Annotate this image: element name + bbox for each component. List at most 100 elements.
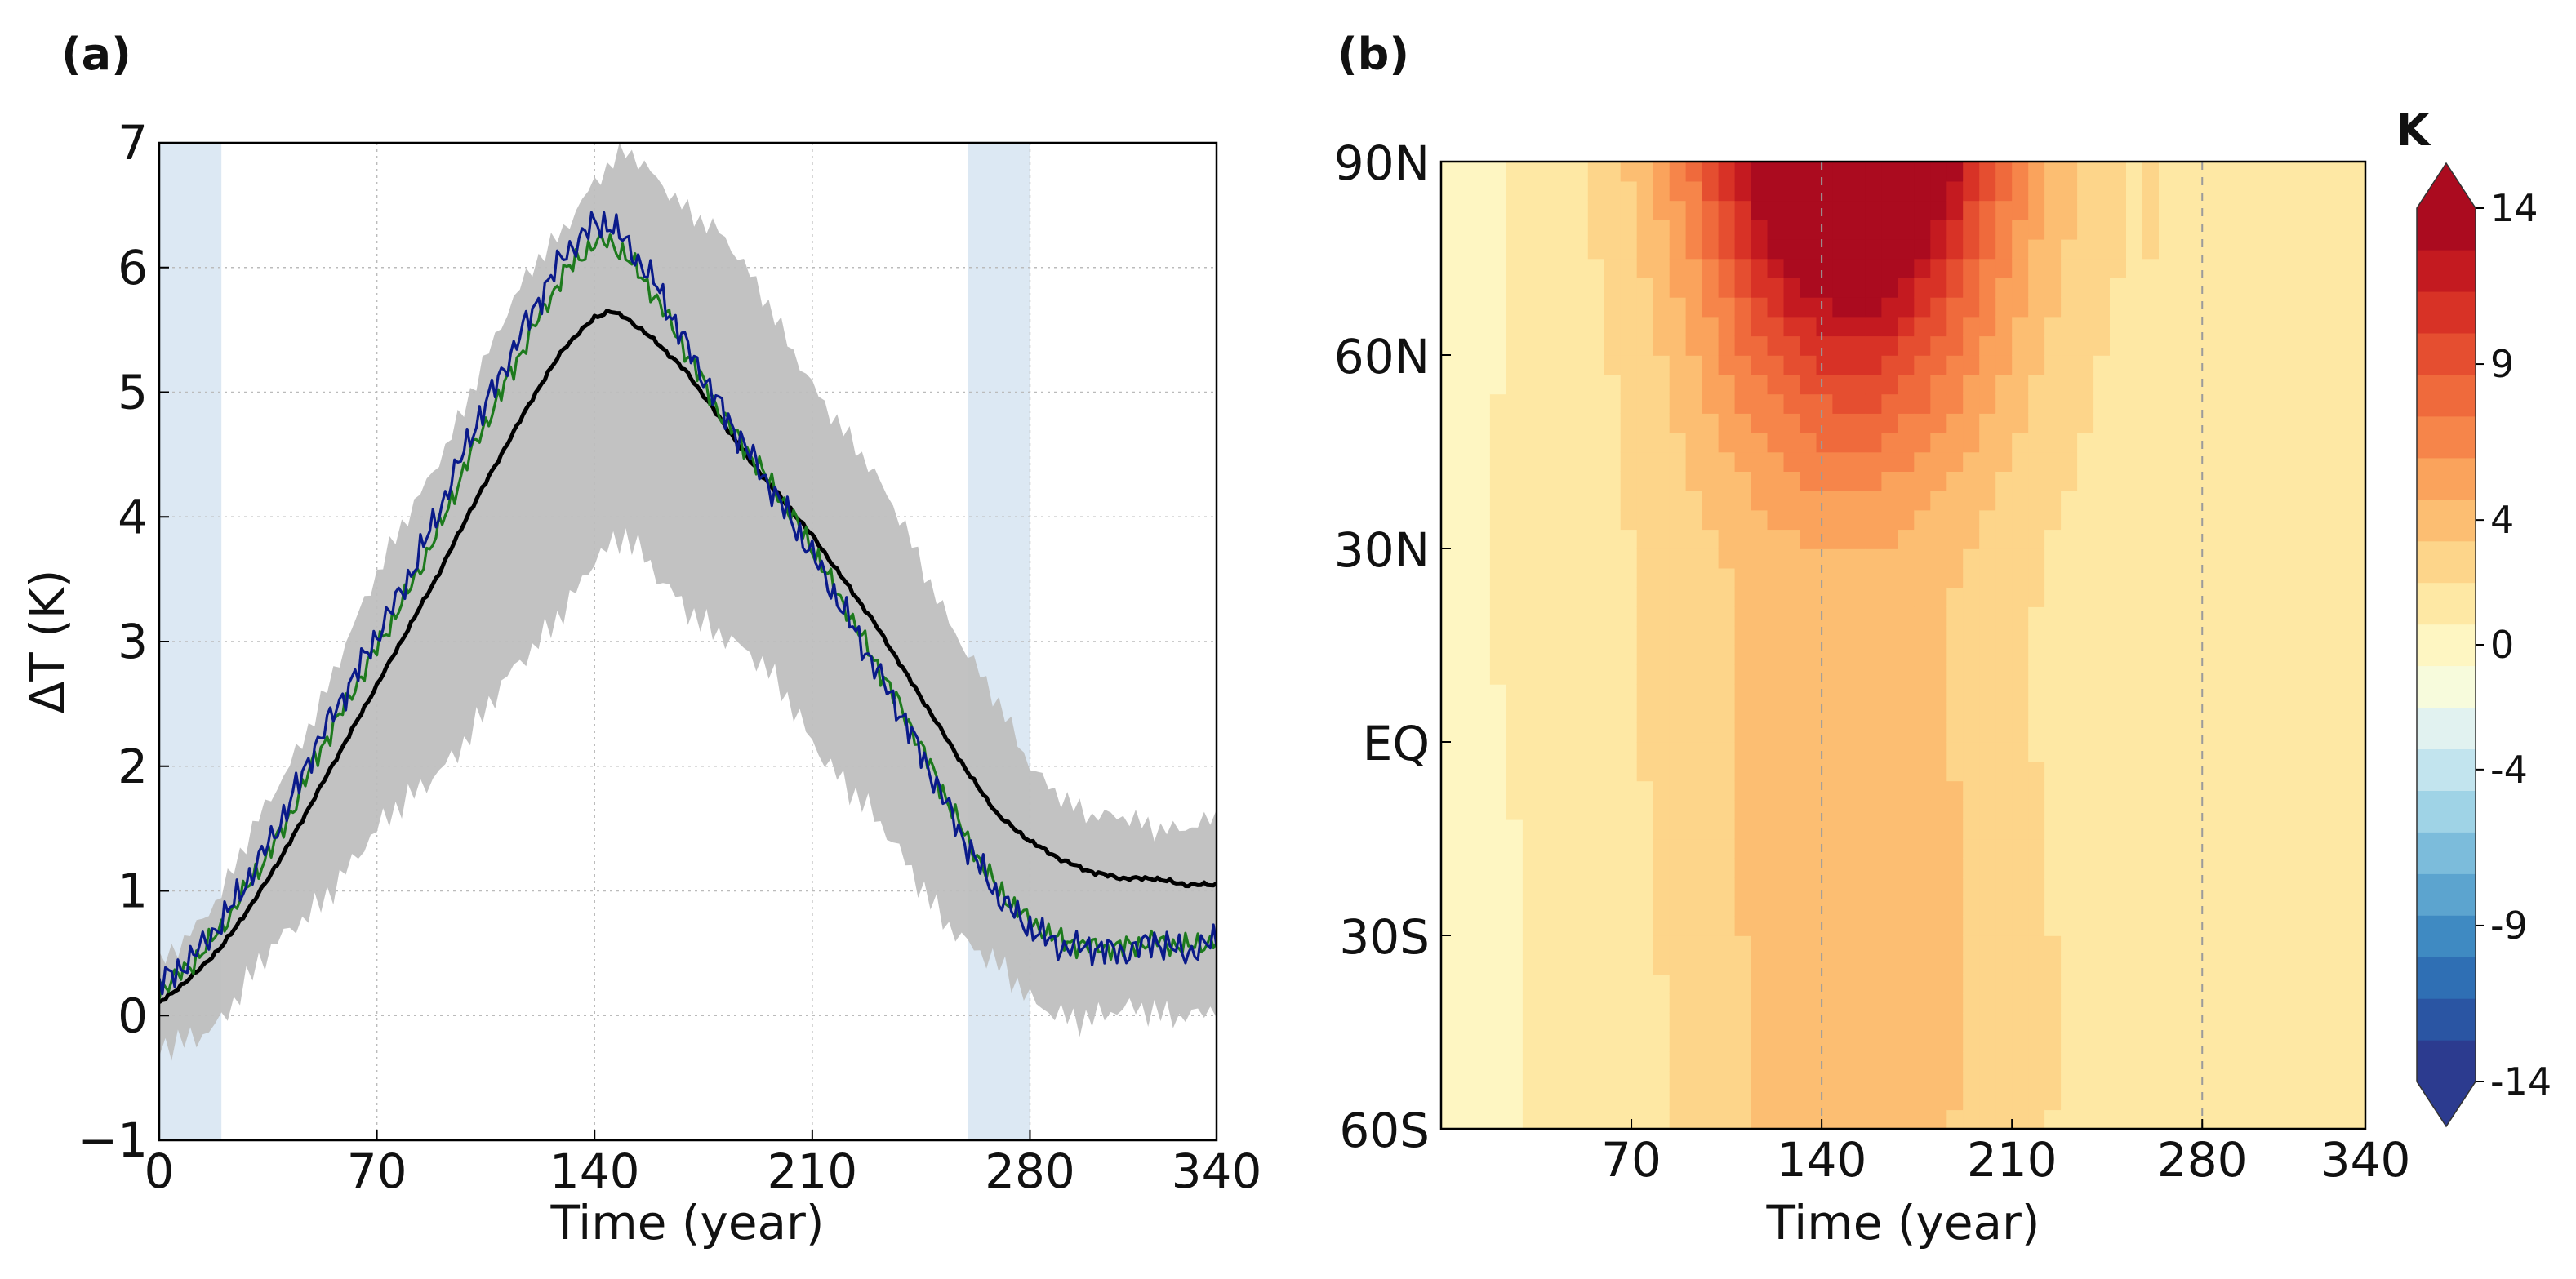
- heatmap-cell: [2061, 296, 2078, 318]
- heatmap-cell: [2077, 896, 2094, 917]
- heatmap-cell: [2305, 1051, 2323, 1072]
- heatmap-cell: [1734, 780, 1752, 801]
- heatmap-cell: [1522, 278, 1540, 298]
- heatmap-cell: [1669, 780, 1687, 801]
- heatmap-cell: [2093, 819, 2111, 840]
- heatmap-cell: [1538, 1070, 1556, 1091]
- heatmap-cell: [1718, 355, 1736, 375]
- heatmap-cell: [2338, 858, 2356, 878]
- heatmap-cell: [2321, 567, 2339, 588]
- heatmap-cell: [1963, 896, 1980, 917]
- heatmap-cell: [1538, 1032, 1556, 1052]
- heatmap-cell: [1783, 993, 1801, 1014]
- heatmap-cell: [2126, 974, 2143, 994]
- heatmap-cell: [1620, 393, 1638, 414]
- colorbar-tick-label: -9: [2490, 904, 2528, 948]
- heatmap-cell: [1734, 258, 1752, 278]
- heatmap-cell: [1489, 413, 1507, 433]
- heatmap-cell: [1979, 587, 1996, 607]
- heatmap-cell: [2289, 451, 2307, 472]
- heatmap-cell: [2321, 471, 2339, 491]
- heatmap-cell: [1898, 838, 1915, 859]
- heatmap-cell: [2126, 529, 2143, 549]
- heatmap-cell: [2289, 296, 2307, 318]
- heatmap-cell: [1898, 722, 1915, 743]
- heatmap-cell: [1865, 780, 1883, 801]
- heatmap-cell: [1636, 877, 1654, 898]
- heatmap-cell: [2028, 509, 2045, 531]
- heatmap-cell: [1995, 316, 2013, 337]
- heatmap-cell: [1702, 529, 1720, 549]
- heatmap-cell: [2272, 413, 2290, 433]
- heatmap-cell: [1718, 954, 1736, 975]
- heatmap-cell: [1538, 935, 1556, 956]
- heatmap-cell: [1930, 664, 1948, 685]
- heatmap-cell: [1620, 819, 1638, 840]
- heatmap-cell: [1914, 355, 1932, 375]
- heatmap-cell: [1865, 625, 1883, 646]
- heatmap-cell: [1995, 954, 2013, 975]
- heatmap-cell: [1620, 896, 1638, 917]
- heatmap-cell: [2354, 180, 2365, 202]
- heatmap-cell: [2061, 742, 2078, 762]
- heatmap-cell: [1816, 722, 1834, 743]
- heatmap-cell: [1816, 258, 1834, 278]
- heatmap-cell: [1881, 413, 1899, 433]
- heatmap-cell: [1474, 355, 1491, 375]
- heatmap-cell: [1930, 1051, 1948, 1072]
- heatmap-cell: [1734, 993, 1752, 1014]
- heatmap-cell: [2044, 548, 2062, 569]
- heatmap-cell: [2338, 471, 2356, 491]
- heatmap-cell: [1538, 683, 1556, 704]
- heatmap-cell: [1571, 413, 1589, 433]
- heatmap-cell: [1963, 162, 1980, 182]
- heatmap-cell: [1783, 722, 1801, 743]
- heatmap-cell: [1489, 683, 1507, 704]
- heatmap-cell: [1963, 200, 1980, 220]
- heatmap-cell: [1832, 162, 1850, 182]
- heatmap-cell: [1865, 858, 1883, 878]
- heatmap-cell: [1751, 509, 1768, 531]
- heatmap-cell: [1555, 742, 1573, 762]
- heatmap-cell: [2305, 780, 2323, 801]
- heatmap-cell: [2077, 974, 2094, 994]
- heatmap-cell: [1441, 664, 1458, 685]
- heatmap-cell: [2272, 200, 2290, 220]
- heatmap-cell: [1816, 238, 1834, 260]
- heatmap-cell: [1946, 877, 1964, 898]
- heatmap-cell: [1620, 645, 1638, 665]
- heatmap-cell: [2142, 1012, 2160, 1033]
- heatmap-cell: [2126, 200, 2143, 220]
- heatmap-cell: [1783, 1070, 1801, 1091]
- heatmap-cell: [1930, 296, 1948, 318]
- heatmap-cell: [2338, 180, 2356, 202]
- heatmap-cell: [1457, 548, 1475, 569]
- heatmap-cell: [2044, 1070, 2062, 1091]
- heatmap-cell: [2028, 1090, 2045, 1111]
- heatmap-cell: [2012, 587, 2029, 607]
- heatmap-cell: [1881, 316, 1899, 337]
- heatmap-cell: [2240, 877, 2258, 898]
- heatmap-cell: [2354, 858, 2365, 878]
- heatmap-cell: [2174, 509, 2192, 531]
- heatmap-cell: [1489, 587, 1507, 607]
- heatmap-cell: [2012, 800, 2029, 820]
- heatmap-cell: [1881, 935, 1899, 956]
- heatmap-cell: [2012, 683, 2029, 704]
- heatmap-cell: [1930, 742, 1948, 762]
- heatmap-cell: [1751, 374, 1768, 395]
- heatmap-cell: [1800, 471, 1817, 491]
- heatmap-cell: [2354, 993, 2365, 1014]
- heatmap-cell: [2338, 220, 2356, 240]
- heatmap-cell: [1522, 471, 1540, 491]
- heatmap-cell: [1685, 916, 1703, 936]
- heatmap-cell: [2174, 954, 2192, 975]
- heatmap-cell: [1849, 278, 1866, 298]
- heatmap-cell: [1979, 451, 1996, 472]
- heatmap-cell: [1914, 1109, 1932, 1129]
- heatmap-cell: [2077, 451, 2094, 472]
- heatmap-cell: [2256, 606, 2274, 627]
- heatmap-cell: [1441, 200, 1458, 220]
- heatmap-cell: [1783, 606, 1801, 627]
